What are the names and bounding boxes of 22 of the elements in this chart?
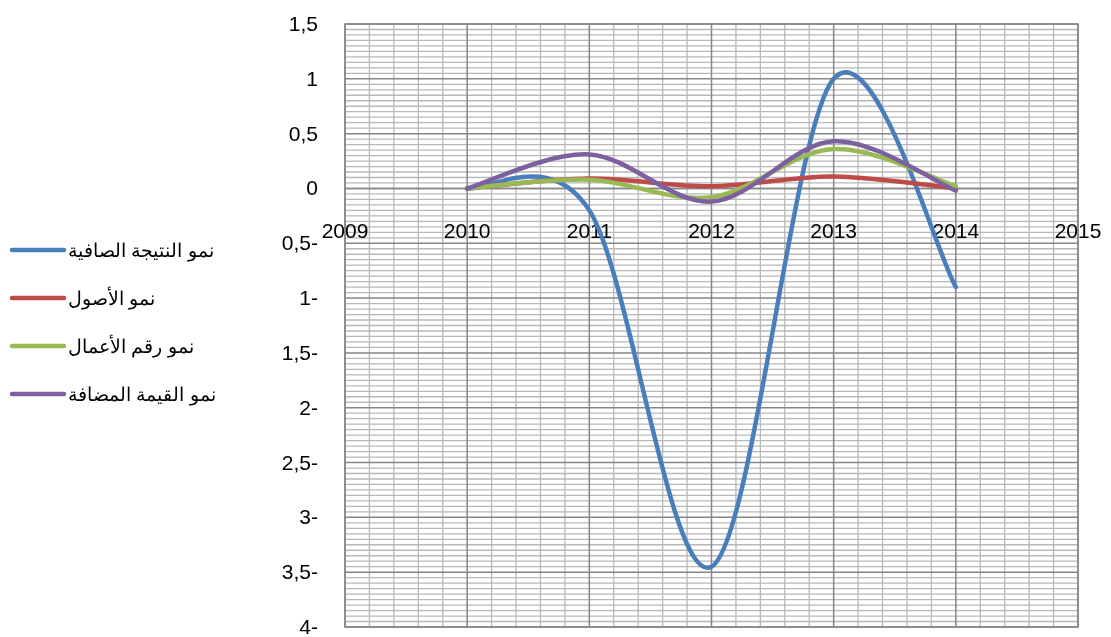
x-tick-label: 2015 xyxy=(1054,219,1102,243)
y-tick-label: 4- xyxy=(299,615,318,637)
x-tick-label: 2010 xyxy=(443,219,491,243)
y-tick-label: 1,5- xyxy=(281,340,319,364)
x-tick-label: 2013 xyxy=(810,219,858,243)
y-tick-label: 0 xyxy=(306,176,318,200)
y-tick-label: 2,5- xyxy=(281,450,319,474)
y-tick-label: 0,5 xyxy=(288,121,318,145)
y-tick-label: 1- xyxy=(299,286,318,310)
y-tick-label: 3,5- xyxy=(281,560,319,584)
line-series xyxy=(464,139,959,204)
y-tick-label: 1 xyxy=(306,66,318,90)
y-tick-label: 1,5 xyxy=(288,12,318,35)
x-tick-label: 2012 xyxy=(688,219,735,243)
y-tick-label: 2- xyxy=(299,395,318,419)
legend-label: نمو رقم الأعمال xyxy=(68,334,194,358)
legend-label: نمو الأصول xyxy=(68,286,156,310)
y-tick-label: 0,5- xyxy=(281,231,319,255)
legend-label: نمو النتيجة الصافية xyxy=(68,240,214,262)
y-tick-label: 3- xyxy=(299,505,318,529)
x-tick-label: 2009 xyxy=(321,219,369,243)
legend-label: نمو القيمة المضافة xyxy=(68,384,216,406)
